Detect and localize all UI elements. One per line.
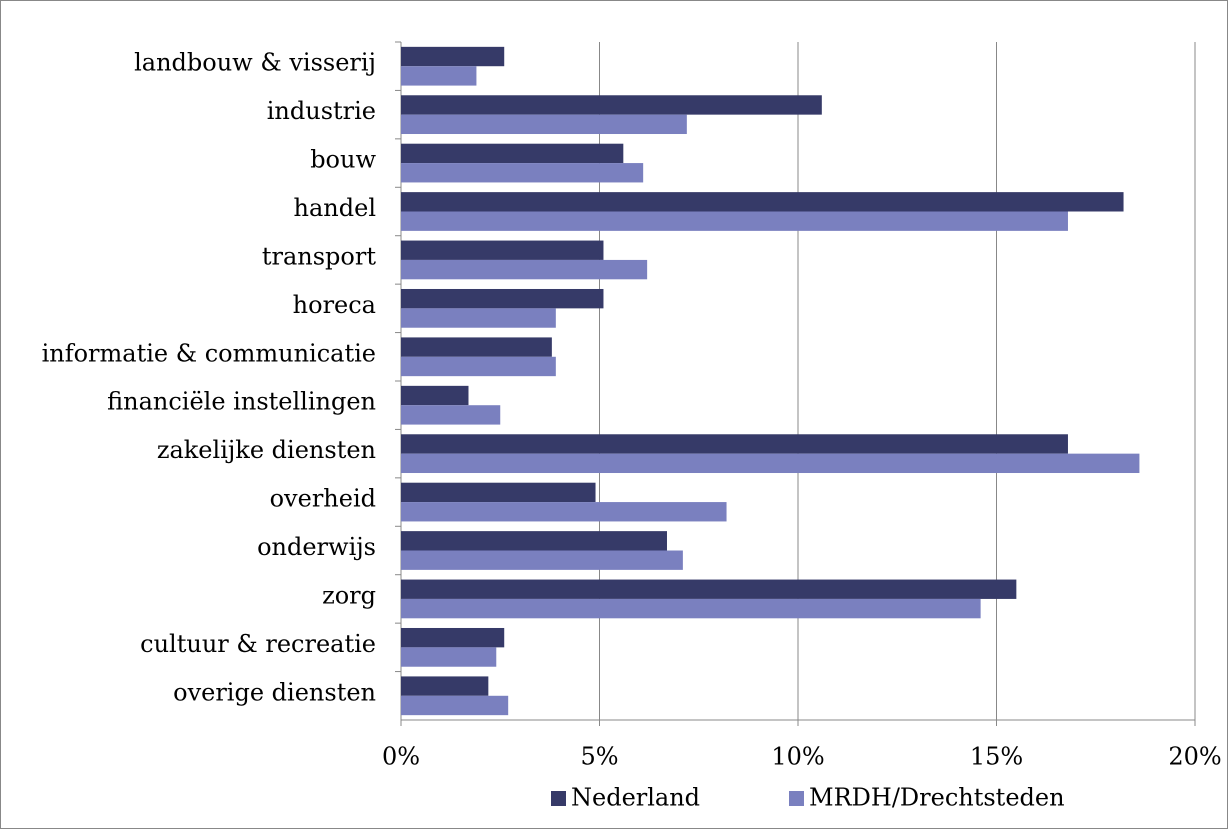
- bar: [401, 405, 501, 425]
- bar: [401, 550, 683, 570]
- legend-swatch: [789, 791, 804, 806]
- x-tick-label: 20%: [1168, 743, 1221, 771]
- y-tick-label: financiële instellingen: [107, 388, 376, 416]
- bar: [401, 579, 1017, 599]
- y-tick-label: zakelijke diensten: [157, 436, 376, 464]
- bar: [401, 259, 648, 280]
- legend-label: Nederland: [571, 784, 700, 812]
- bar: [401, 453, 1140, 474]
- y-tick-label: horeca: [293, 291, 376, 319]
- y-tick-label: cultuur & recreatie: [140, 630, 376, 658]
- bar: [401, 434, 1068, 454]
- legend-label: MRDH/Drechtsteden: [809, 784, 1065, 812]
- bar: [401, 163, 644, 183]
- y-tick-label: overheid: [270, 485, 376, 513]
- bar: [401, 647, 497, 667]
- bar: [401, 308, 556, 328]
- bar: [401, 482, 596, 503]
- bar: [401, 337, 552, 357]
- x-tick-label: 5%: [580, 743, 618, 771]
- bar: [401, 676, 489, 696]
- bar: [401, 502, 727, 522]
- bar: [401, 240, 604, 260]
- y-tick-label: landbouw & visserij: [134, 49, 376, 77]
- y-tick-label: transport: [262, 242, 376, 270]
- x-tick-label: 0%: [382, 743, 420, 771]
- bar: [401, 66, 477, 86]
- bar: [401, 385, 469, 406]
- y-tick-label: overige diensten: [173, 678, 376, 706]
- x-tick-label: 10%: [771, 743, 824, 771]
- y-tick-label: onderwijs: [257, 533, 376, 561]
- y-tick-label: informatie & communicatie: [42, 339, 376, 367]
- bar: [401, 356, 556, 377]
- x-tick-label: 15%: [970, 743, 1023, 771]
- bar: [401, 598, 981, 619]
- bar: [401, 95, 822, 115]
- bar: [401, 695, 509, 716]
- bar: [401, 114, 687, 135]
- y-tick-label: zorg: [322, 581, 376, 609]
- y-tick-label: industrie: [267, 97, 376, 125]
- y-tick-label: bouw: [310, 146, 376, 174]
- bar: [401, 46, 505, 67]
- bar: [401, 211, 1068, 231]
- bar: [401, 531, 667, 551]
- legend-swatch: [551, 791, 566, 806]
- y-tick-label: handel: [294, 194, 376, 222]
- bar: [401, 143, 624, 164]
- bar: [401, 627, 505, 648]
- bar: [401, 288, 604, 309]
- bar: [401, 192, 1124, 212]
